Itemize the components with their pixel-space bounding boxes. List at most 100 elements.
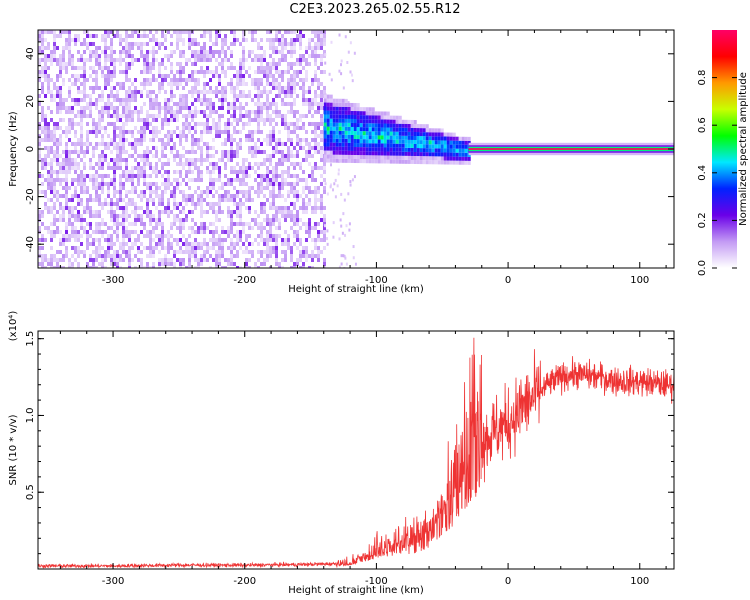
heatmap-cell bbox=[323, 50, 326, 54]
heatmap-cell bbox=[212, 102, 215, 106]
heatmap-cell bbox=[227, 198, 230, 202]
heatmap-cell bbox=[227, 122, 230, 126]
heatmap-cell bbox=[167, 262, 170, 266]
heatmap-cell bbox=[341, 102, 345, 107]
heatmap-cell bbox=[80, 142, 83, 146]
heatmap-cell bbox=[101, 202, 104, 206]
heatmap-cell bbox=[65, 126, 68, 130]
heatmap-cell bbox=[440, 128, 444, 133]
heatmap-cell bbox=[53, 98, 56, 102]
heatmap-cell bbox=[167, 250, 170, 254]
heatmap-cell bbox=[218, 30, 221, 34]
heatmap-cell bbox=[209, 106, 212, 110]
heatmap-cell bbox=[98, 162, 101, 166]
heatmap-cell bbox=[65, 98, 68, 102]
heatmap-cell bbox=[272, 42, 275, 46]
heatmap-cell bbox=[149, 246, 152, 250]
heatmap-cell bbox=[308, 222, 311, 226]
heatmap-cell bbox=[251, 138, 254, 142]
heatmap-cell bbox=[113, 158, 116, 162]
heatmap-cell bbox=[296, 258, 299, 262]
heatmap-cell bbox=[215, 110, 218, 114]
heatmap-cell bbox=[221, 38, 224, 42]
heatmap-cell bbox=[203, 82, 206, 86]
heatmap-cell bbox=[272, 198, 275, 202]
heatmap-cell bbox=[134, 254, 137, 258]
heatmap-cell bbox=[128, 222, 131, 226]
heatmap-cell bbox=[68, 126, 71, 130]
heatmap-cell bbox=[302, 138, 305, 142]
heatmap-cell bbox=[284, 118, 287, 122]
heatmap-cell bbox=[299, 46, 302, 50]
heatmap-cell bbox=[41, 238, 44, 242]
heatmap-cell bbox=[254, 190, 257, 194]
heatmap-cell bbox=[167, 214, 170, 218]
heatmap-cell bbox=[434, 156, 438, 161]
heatmap-cell bbox=[173, 30, 176, 34]
heatmap-cell bbox=[44, 258, 47, 262]
heatmap-cell bbox=[242, 82, 245, 86]
heatmap-cell bbox=[173, 82, 176, 86]
heatmap-cell bbox=[95, 50, 98, 54]
heatmap-cell bbox=[440, 160, 444, 165]
heatmap-cell bbox=[50, 118, 53, 122]
heatmap-cell bbox=[329, 102, 333, 107]
heatmap-cell bbox=[311, 174, 314, 178]
heatmap-cell bbox=[392, 151, 396, 156]
heatmap-cell bbox=[290, 78, 293, 82]
heatmap-cell bbox=[266, 82, 269, 86]
heatmap-cell bbox=[38, 102, 41, 106]
heatmap-cell bbox=[284, 214, 287, 218]
heatmap-cell bbox=[122, 186, 125, 190]
heatmap-cell bbox=[149, 66, 152, 70]
heatmap-cell bbox=[335, 118, 339, 123]
heatmap-cell bbox=[239, 178, 242, 182]
heatmap-cell bbox=[212, 210, 215, 214]
heatmap-cell bbox=[65, 246, 68, 250]
heatmap-cell bbox=[59, 214, 62, 218]
heatmap-cell bbox=[305, 142, 308, 146]
heatmap-cell bbox=[77, 194, 80, 198]
heatmap-cell bbox=[74, 190, 77, 194]
heatmap-cell bbox=[101, 34, 104, 38]
heatmap-cell bbox=[95, 78, 98, 82]
heatmap-cell bbox=[71, 54, 74, 58]
heatmap-cell bbox=[200, 206, 203, 210]
heatmap-cell bbox=[194, 62, 197, 66]
heatmap-cell bbox=[89, 102, 92, 106]
heatmap-cell bbox=[236, 266, 239, 268]
heatmap-cell bbox=[281, 86, 284, 90]
heatmap-cell bbox=[101, 150, 104, 154]
heatmap-cell bbox=[137, 162, 140, 166]
heatmap-cell bbox=[179, 230, 182, 234]
heatmap-cell bbox=[128, 110, 131, 114]
heatmap-cell bbox=[323, 170, 326, 174]
heatmap-cell bbox=[359, 151, 363, 156]
heatmap-cell bbox=[119, 158, 122, 162]
heatmap-cell bbox=[359, 111, 363, 116]
heatmap-cell bbox=[158, 130, 161, 134]
heatmap-cell bbox=[323, 146, 327, 151]
heatmap-cell bbox=[341, 138, 345, 143]
heatmap-cell bbox=[125, 70, 128, 74]
heatmap-cell bbox=[320, 38, 323, 42]
heatmap-cell bbox=[140, 34, 143, 38]
heatmap-cell bbox=[281, 186, 284, 190]
heatmap-cell bbox=[293, 102, 296, 106]
heatmap-cell bbox=[206, 70, 209, 74]
heatmap-cell bbox=[230, 194, 233, 198]
heatmap-cell bbox=[56, 178, 59, 182]
heatmap-cell bbox=[170, 54, 173, 58]
heatmap-cell bbox=[128, 142, 131, 146]
heatmap-cell bbox=[128, 202, 131, 206]
heatmap-cell bbox=[194, 258, 197, 262]
heatmap-cell bbox=[323, 218, 326, 222]
heatmap-cell bbox=[68, 206, 71, 210]
heatmap-cell bbox=[191, 246, 194, 250]
heatmap-cell bbox=[323, 134, 327, 139]
heatmap-cell bbox=[140, 142, 143, 146]
heatmap-cell bbox=[356, 131, 360, 136]
heatmap-cell bbox=[167, 206, 170, 210]
heatmap-cell bbox=[296, 118, 299, 122]
heatmap-cell bbox=[194, 266, 197, 268]
